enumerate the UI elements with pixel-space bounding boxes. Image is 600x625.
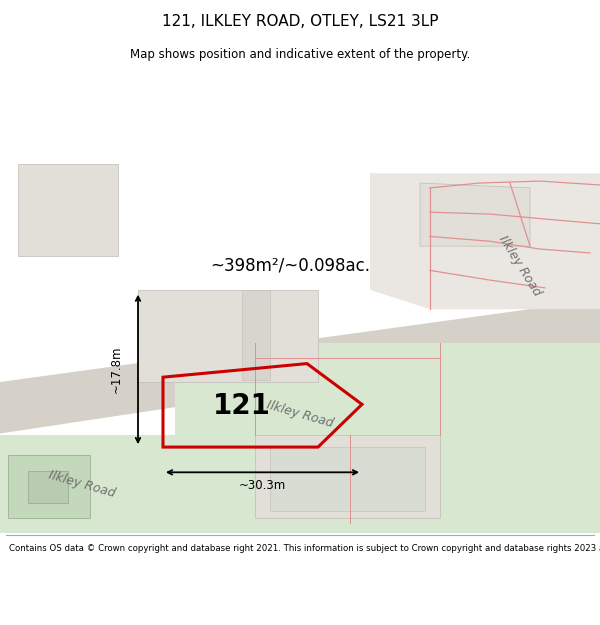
Text: Map shows position and indicative extent of the property.: Map shows position and indicative extent… [130,48,470,61]
Polygon shape [0,299,600,434]
Text: ~17.8m: ~17.8m [110,346,122,393]
Polygon shape [28,471,68,503]
Text: ~398m²/~0.098ac.: ~398m²/~0.098ac. [210,256,370,274]
Polygon shape [270,447,425,511]
Polygon shape [255,436,440,518]
Polygon shape [8,455,90,518]
Polygon shape [138,290,318,382]
Polygon shape [242,290,270,380]
Polygon shape [18,164,118,256]
Text: ~30.3m: ~30.3m [239,479,286,492]
Polygon shape [0,436,175,532]
Text: 121, ILKLEY ROAD, OTLEY, LS21 3LP: 121, ILKLEY ROAD, OTLEY, LS21 3LP [162,14,438,29]
Polygon shape [175,343,600,532]
Polygon shape [420,183,530,246]
Polygon shape [370,173,600,236]
Text: Ilkley Road: Ilkley Road [265,398,335,430]
Polygon shape [370,173,600,309]
Text: Ilkley Road: Ilkley Road [47,468,117,500]
Text: Contains OS data © Crown copyright and database right 2021. This information is : Contains OS data © Crown copyright and d… [9,544,600,552]
Text: Ilkley Road: Ilkley Road [496,233,544,298]
Text: 121: 121 [213,392,271,420]
